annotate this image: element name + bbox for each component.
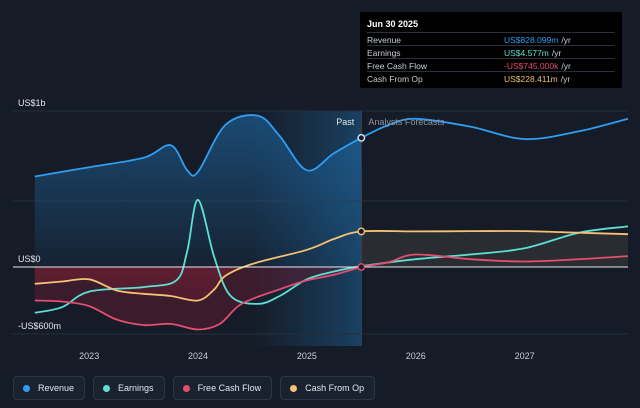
revenue-area (34, 115, 362, 267)
tooltip-value: -US$745.000k (504, 61, 559, 71)
tooltip-label: Free Cash Flow (367, 61, 427, 71)
legend-label: Revenue (38, 383, 75, 393)
past-label: Past (336, 117, 355, 127)
forecast-label: Analysts Forecasts (368, 117, 445, 127)
tooltip-row-cash-from-op: Cash From Op US$228.411m/yr (367, 71, 615, 85)
tooltip-value: US$828.099m (504, 35, 559, 45)
legend-item-earnings[interactable]: Earnings (93, 376, 165, 400)
legend-dot-icon (23, 384, 30, 392)
series-areas (34, 115, 628, 330)
y-tick-label: -US$600m (18, 321, 61, 331)
marker-free-cash-flow (357, 263, 366, 271)
line-revenue (34, 114, 629, 178)
marker-revenue (357, 133, 366, 142)
tooltip-row-revenue: Revenue US$828.099m/yr (367, 32, 615, 46)
x-tick-label: 2026 (406, 351, 426, 361)
legend-label: Earnings (118, 383, 154, 393)
legend-item-free-cash-flow[interactable]: Free Cash Flow (172, 376, 273, 400)
series-lines (34, 114, 629, 331)
tooltip-unit: /yr (560, 74, 571, 84)
negative-cash-area (34, 267, 362, 301)
line-earnings (34, 198, 629, 314)
line-cash-from-op (34, 229, 629, 302)
tooltip-value: US$4.577m (504, 48, 549, 58)
legend-label: Cash From Op (305, 383, 365, 393)
tooltip-row-free-cash-flow: Free Cash Flow -US$745.000k/yr (367, 58, 615, 72)
legend-dot-icon (182, 384, 190, 392)
line-free-cash-flow (34, 253, 629, 331)
legend: Revenue Earnings Free Cash Flow Cash Fro… (13, 376, 376, 400)
tooltip-label: Revenue (367, 35, 402, 45)
negative-fcf-area (34, 267, 362, 330)
tooltip-unit: /yr (551, 48, 562, 58)
legend-dot-icon (290, 384, 298, 392)
tooltip-row-earnings: Earnings US$4.577m/yr (367, 45, 615, 59)
legend-label: Free Cash Flow (197, 383, 262, 393)
tooltip-label: Earnings (367, 48, 401, 58)
legend-dot-icon (103, 384, 111, 392)
x-tick-label: 2027 (515, 351, 535, 361)
y-axis-labels: US$1b US$0 -US$600m (18, 98, 61, 331)
y-tick-label: US$0 (18, 254, 41, 264)
x-tick-label: 2024 (188, 351, 208, 361)
tooltip-unit: /yr (561, 35, 571, 45)
x-axis-labels: 2023 2024 2025 2026 2027 (79, 351, 534, 361)
x-tick-label: 2025 (297, 351, 317, 361)
tooltip-value: US$228.411m (504, 74, 558, 84)
legend-item-revenue[interactable]: Revenue (13, 376, 86, 400)
x-tick-label: 2023 (79, 351, 99, 361)
marker-cash-from-op (357, 227, 366, 236)
tooltip-unit: /yr (561, 61, 571, 71)
tooltip-label: Cash From Op (367, 74, 423, 84)
y-tick-label: US$1b (18, 98, 46, 108)
legend-item-cash-from-op[interactable]: Cash From Op (280, 376, 376, 400)
tooltip-date: Jun 30 2025 (367, 19, 419, 29)
tooltip: Jun 30 2025 Revenue US$828.099m/yr Earni… (360, 12, 622, 88)
current-markers (357, 133, 366, 271)
